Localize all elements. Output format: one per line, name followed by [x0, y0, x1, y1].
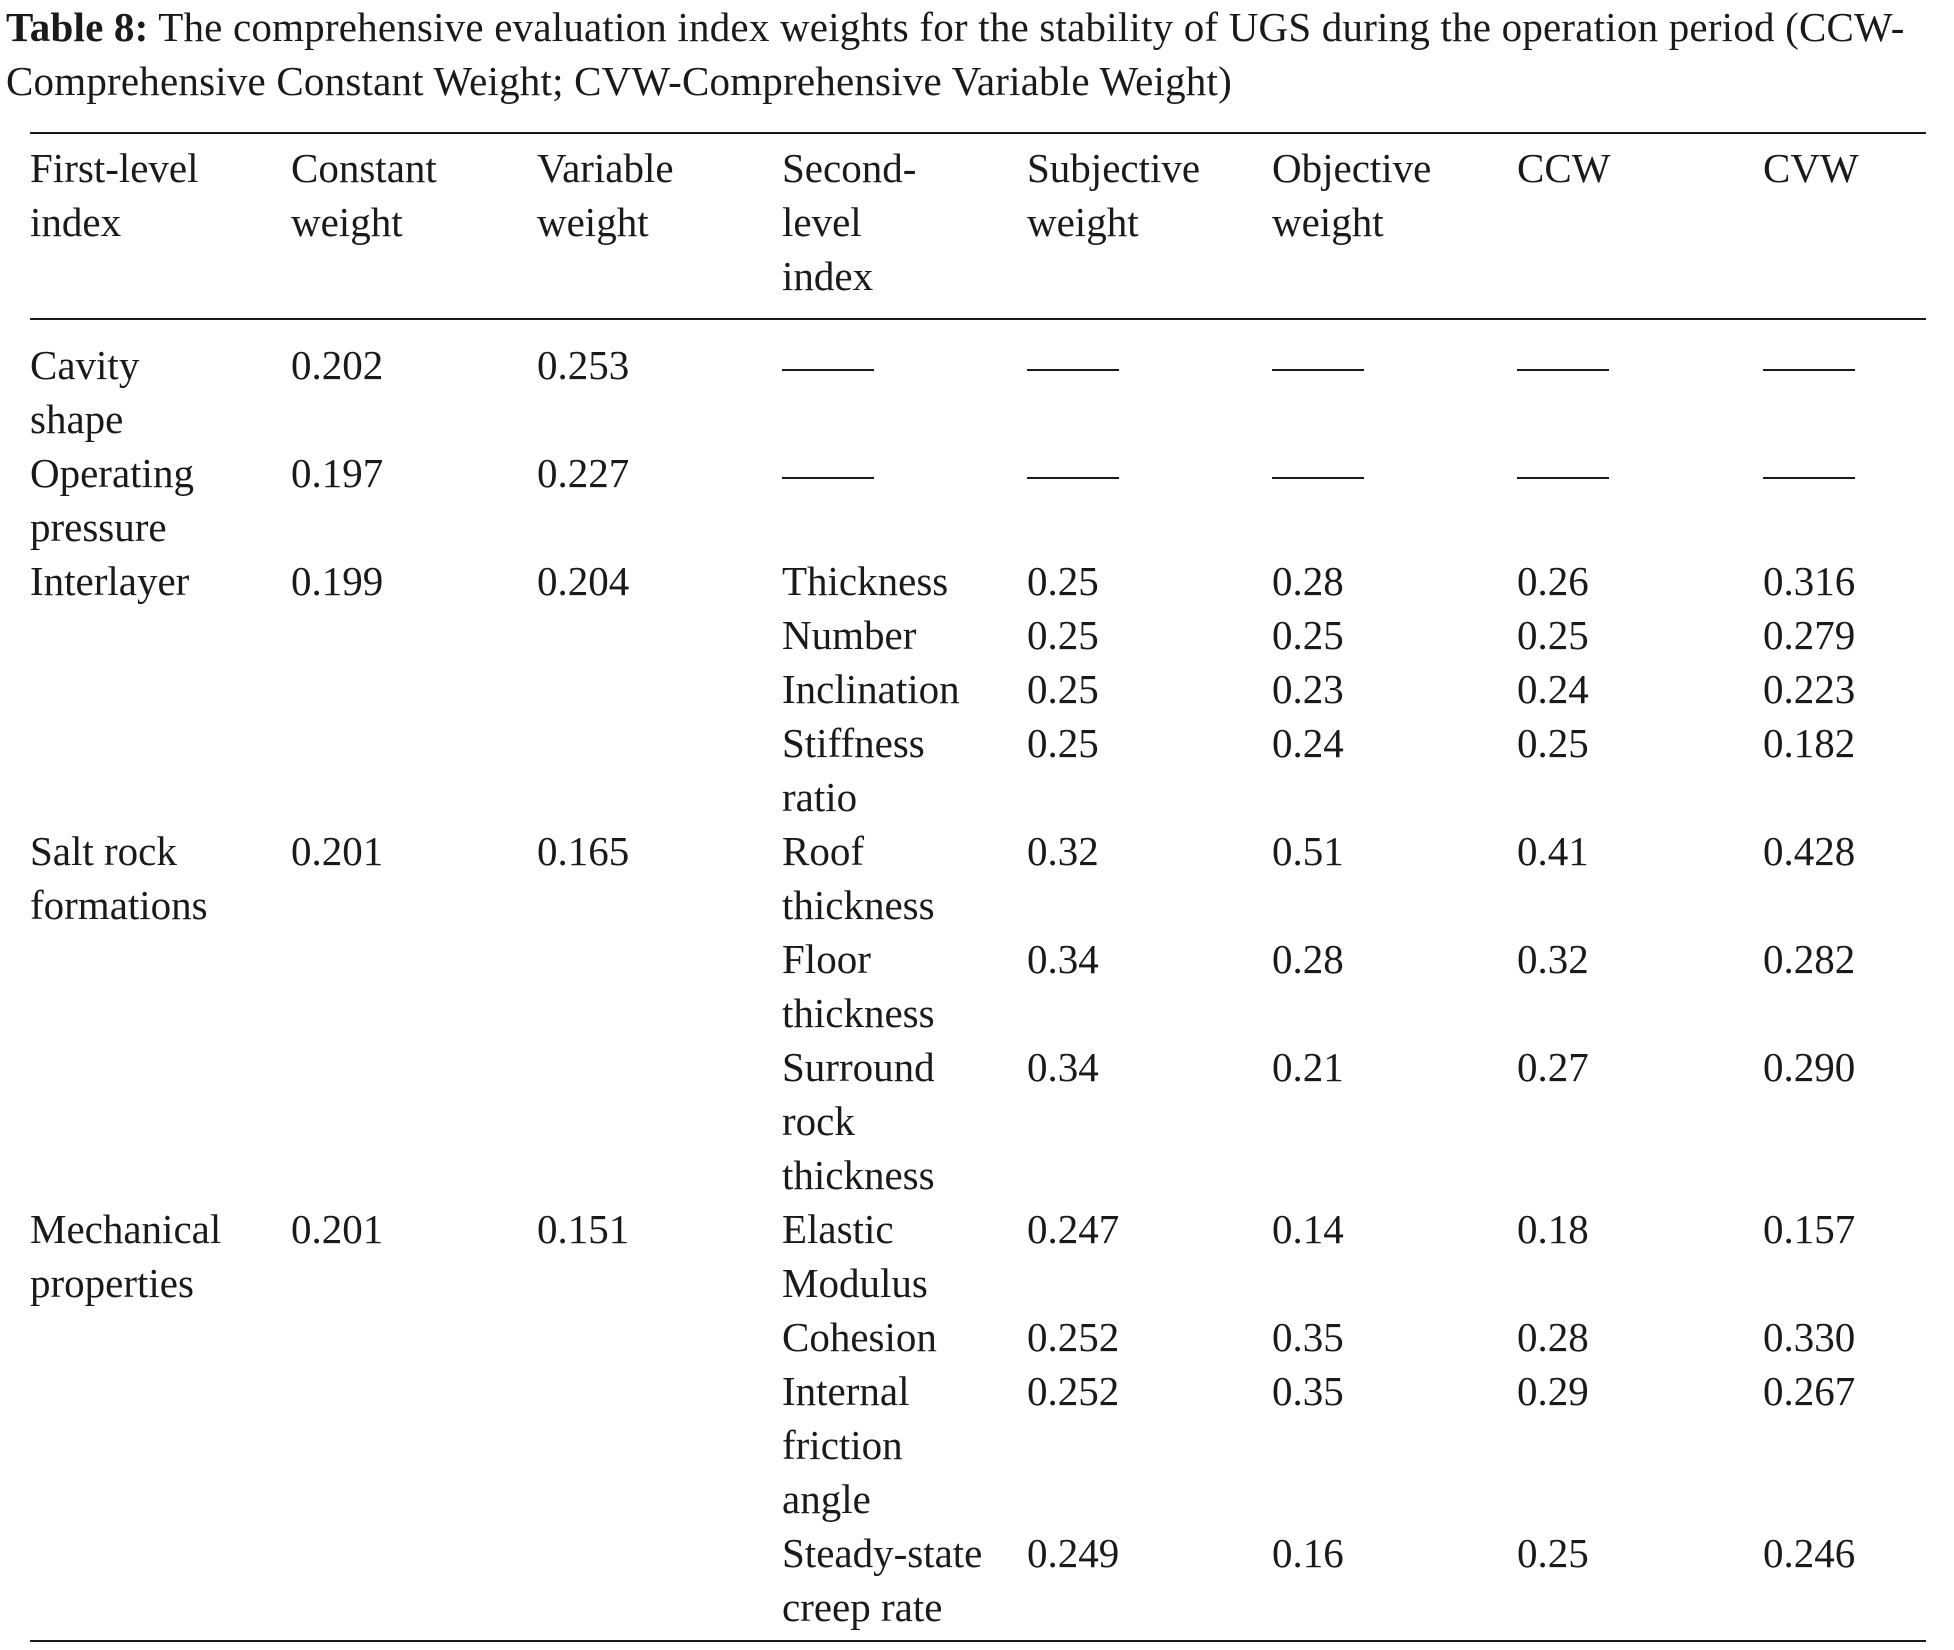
cvw-cell: 0.267 [1763, 1368, 1856, 1414]
objective-weight-cell: 0.28 [1272, 936, 1344, 982]
second-level-index-cell: Stiffness ratio [782, 720, 925, 820]
header-first-level-index: First-level index [30, 145, 199, 245]
table-header-rule [30, 318, 1926, 320]
second-level-index-cell: Surround rock thickness [782, 1044, 935, 1198]
subjective-weight-cell: 0.25 [1027, 720, 1099, 766]
cvw-cell: 0.246 [1763, 1530, 1856, 1576]
ccw-cell: 0.18 [1517, 1206, 1589, 1252]
cvw-cell: 0.182 [1763, 720, 1856, 766]
ccw-cell: 0.25 [1517, 1530, 1589, 1576]
subjective-weight-cell: 0.247 [1027, 1206, 1120, 1252]
first-level-index-cell: Operating pressure [30, 450, 194, 550]
objective-weight-cell: 0.35 [1272, 1314, 1344, 1360]
objective-weight-cell: 0.24 [1272, 720, 1344, 766]
cvw-cell: 0.290 [1763, 1044, 1856, 1090]
ccw-cell: 0.29 [1517, 1368, 1589, 1414]
second-level-index-cell: Steady-state creep rate [782, 1530, 983, 1630]
objective-weight-cell: 0.25 [1272, 612, 1344, 658]
cvw-cell: 0.223 [1763, 666, 1856, 712]
second-level-index-cell: Cohesion [782, 1314, 937, 1360]
empty-cell-dash [1763, 477, 1855, 479]
constant-weight-cell: 0.202 [291, 342, 384, 388]
first-level-index-cell: Interlayer [30, 558, 190, 604]
first-level-index-cell: Salt rock formations [30, 828, 208, 928]
variable-weight-cell: 0.204 [537, 558, 630, 604]
subjective-weight-cell: 0.34 [1027, 936, 1099, 982]
second-level-index-cell: Thickness [782, 558, 949, 604]
header-second-level-index: Second- level index [782, 145, 917, 299]
header-subjective-weight: Subjective weight [1027, 145, 1201, 245]
ccw-cell: 0.28 [1517, 1314, 1589, 1360]
empty-cell-dash [1272, 477, 1364, 479]
table-top-rule [30, 132, 1926, 134]
empty-cell-dash [1027, 369, 1119, 371]
empty-cell-dash [1517, 477, 1609, 479]
constant-weight-cell: 0.201 [291, 1206, 384, 1252]
cvw-cell: 0.428 [1763, 828, 1856, 874]
objective-weight-cell: 0.28 [1272, 558, 1344, 604]
empty-cell-dash [782, 369, 874, 371]
empty-cell-dash [782, 477, 874, 479]
empty-cell-dash [1272, 369, 1364, 371]
cvw-cell: 0.316 [1763, 558, 1856, 604]
header-variable-weight: Variable weight [537, 145, 674, 245]
subjective-weight-cell: 0.252 [1027, 1314, 1120, 1360]
second-level-index-cell: Floor thickness [782, 936, 935, 1036]
second-level-index-cell: Inclination [782, 666, 960, 712]
ccw-cell: 0.26 [1517, 558, 1589, 604]
ccw-cell: 0.24 [1517, 666, 1589, 712]
constant-weight-cell: 0.199 [291, 558, 384, 604]
ccw-cell: 0.32 [1517, 936, 1589, 982]
constant-weight-cell: 0.201 [291, 828, 384, 874]
variable-weight-cell: 0.253 [537, 342, 630, 388]
empty-cell-dash [1763, 369, 1855, 371]
cvw-cell: 0.157 [1763, 1206, 1856, 1252]
second-level-index-cell: Internal friction angle [782, 1368, 910, 1522]
header-cvw: CVW [1763, 145, 1859, 191]
variable-weight-cell: 0.165 [537, 828, 630, 874]
cvw-cell: 0.282 [1763, 936, 1856, 982]
subjective-weight-cell: 0.32 [1027, 828, 1099, 874]
objective-weight-cell: 0.21 [1272, 1044, 1344, 1090]
objective-weight-cell: 0.51 [1272, 828, 1344, 874]
header-objective-weight: Objective weight [1272, 145, 1432, 245]
table-bottom-rule [30, 1640, 1926, 1642]
variable-weight-cell: 0.151 [537, 1206, 630, 1252]
ccw-cell: 0.25 [1517, 612, 1589, 658]
table-caption: Table 8: The comprehensive evaluation in… [6, 0, 1946, 108]
ccw-cell: 0.25 [1517, 720, 1589, 766]
header-ccw: CCW [1517, 145, 1611, 191]
objective-weight-cell: 0.35 [1272, 1368, 1344, 1414]
cvw-cell: 0.330 [1763, 1314, 1856, 1360]
subjective-weight-cell: 0.252 [1027, 1368, 1120, 1414]
table-caption-label: Table 8: [6, 4, 149, 50]
ccw-cell: 0.27 [1517, 1044, 1589, 1090]
second-level-index-cell: Roof thickness [782, 828, 935, 928]
subjective-weight-cell: 0.25 [1027, 666, 1099, 712]
subjective-weight-cell: 0.249 [1027, 1530, 1120, 1576]
cvw-cell: 0.279 [1763, 612, 1856, 658]
objective-weight-cell: 0.16 [1272, 1530, 1344, 1576]
variable-weight-cell: 0.227 [537, 450, 630, 496]
second-level-index-cell: Number [782, 612, 917, 658]
objective-weight-cell: 0.14 [1272, 1206, 1344, 1252]
second-level-index-cell: Elastic Modulus [782, 1206, 928, 1306]
subjective-weight-cell: 0.34 [1027, 1044, 1099, 1090]
subjective-weight-cell: 0.25 [1027, 612, 1099, 658]
ccw-cell: 0.41 [1517, 828, 1589, 874]
table-caption-text: The comprehensive evaluation index weigh… [6, 4, 1905, 104]
first-level-index-cell: Mechanical properties [30, 1206, 222, 1306]
constant-weight-cell: 0.197 [291, 450, 384, 496]
empty-cell-dash [1027, 477, 1119, 479]
objective-weight-cell: 0.23 [1272, 666, 1344, 712]
subjective-weight-cell: 0.25 [1027, 558, 1099, 604]
first-level-index-cell: Cavity shape [30, 342, 140, 442]
header-constant-weight: Constant weight [291, 145, 437, 245]
empty-cell-dash [1517, 369, 1609, 371]
